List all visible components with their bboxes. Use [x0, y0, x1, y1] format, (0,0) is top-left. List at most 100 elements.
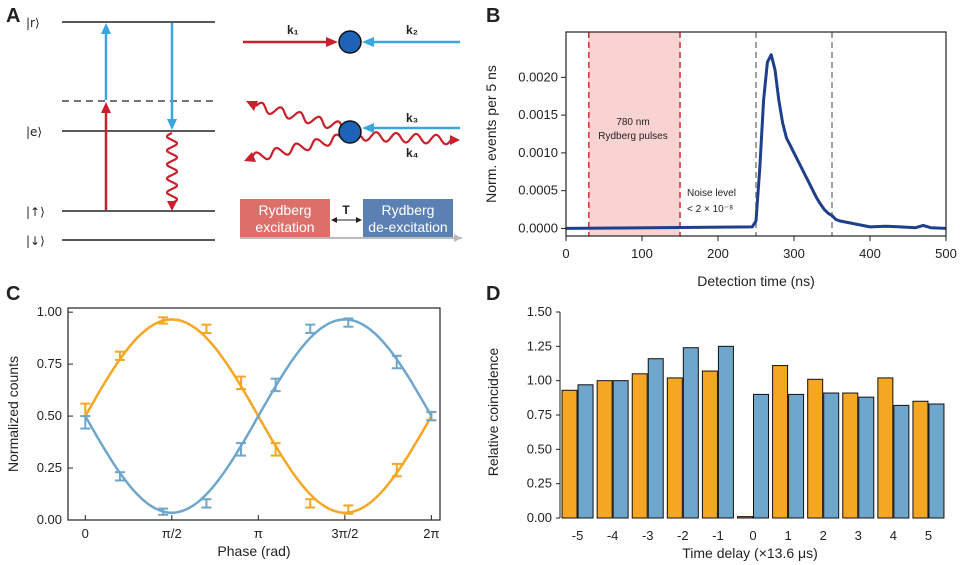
k4-wavy [360, 131, 452, 146]
orange-bar [912, 400, 929, 519]
panel-d-xtick-label: -2 [677, 528, 689, 543]
panel-b-xtick-label: 500 [935, 246, 957, 261]
panel-d-xtick-label: 2 [820, 528, 827, 543]
panel-d-xtick-label: -4 [607, 528, 619, 543]
panel-b-xlabel: Detection time (ns) [697, 273, 814, 289]
emission-wavy-upper [255, 101, 344, 129]
emission-wavy-lower [250, 133, 343, 161]
blue-bar [788, 393, 805, 519]
panel-c-ytick-label: 0.50 [37, 408, 62, 423]
blue-bar [647, 358, 664, 519]
panel-b-ytick-label: 0.0020 [518, 69, 558, 84]
delay-arrowhead-left [331, 217, 337, 223]
panel-b-xtick-label: 400 [859, 246, 881, 261]
panel-b-xtick-label: 200 [707, 246, 729, 261]
emitted-photon-wavy [166, 132, 178, 204]
orange-bar [561, 389, 578, 519]
panel-d: D 0.00 0.25 0.50 0.75 1.00 1.25 1.50 -5 -4 -3 -2 -1… [485, 283, 945, 561]
orange-bar [842, 392, 859, 519]
blue-bar [612, 380, 629, 519]
panel-a: A |r⟩ |e⟩ |↑⟩ |↓⟩ k₁ k₂ [6, 5, 462, 248]
k1-arrowhead [326, 37, 338, 47]
k3-label: k₃ [406, 111, 418, 125]
panel-c-xtick-label: 2π [423, 526, 439, 541]
panel-c-xtick-label: π [254, 526, 263, 541]
panel-d-ytick-label: 1.25 [527, 338, 552, 353]
k4-arrowhead [450, 135, 460, 145]
k2-label: k₂ [406, 23, 418, 37]
panel-c-ytick-label: 0.75 [37, 356, 62, 371]
panel-d-xtick-label: 0 [749, 528, 756, 543]
panel-d-ticks: 0.00 0.25 0.50 0.75 1.00 1.25 1.50 -5 -4 -3 -2 -1 0 1… [527, 304, 932, 543]
blue-bar [823, 392, 840, 519]
panel-d-xtick-label: -3 [642, 528, 654, 543]
orange-bar [877, 377, 894, 519]
state-label-up: |↑⟩ [26, 205, 45, 219]
state-label-r: |r⟩ [26, 16, 40, 30]
panel-b-xtick-label: 100 [631, 246, 653, 261]
panel-d-ytick-label: 0.75 [527, 407, 552, 422]
panel-d-bars [561, 345, 945, 519]
timeline-arrowhead [454, 234, 462, 242]
panel-d-label: D [486, 283, 500, 305]
panel-a-label: A [6, 5, 20, 27]
delay-arrowhead-right [356, 217, 362, 223]
rydberg-excitation-box [240, 199, 330, 237]
emission-upper-arrowhead [246, 101, 258, 111]
blue-fit-curve [84, 318, 433, 514]
panel-d-ytick-label: 0.50 [527, 441, 552, 456]
box-right-line1: Rydberg [382, 202, 435, 218]
panel-d-xtick-label: -1 [712, 528, 724, 543]
panel-d-xtick-label: 3 [855, 528, 862, 543]
panel-c-ytick-label: 1.00 [37, 304, 62, 319]
panel-c-xtick-label: 0 [82, 526, 89, 541]
orange-bar [631, 373, 648, 519]
orange-bar [666, 377, 683, 519]
panel-b-frame [565, 31, 947, 237]
k4-label: k₄ [406, 146, 419, 160]
panel-b-ticks: 0 100 200 300 400 500 0.0000 0.0005 0.0010 0.0015… [518, 69, 957, 261]
noise-text-line2: < 2 × 10⁻⁸ [687, 204, 733, 215]
atom-top [338, 30, 362, 54]
panel-b-xtick-label: 0 [562, 246, 569, 261]
pulse-window [588, 32, 680, 236]
excitation-arrowhead-red [101, 102, 111, 113]
orange-bar [807, 378, 824, 519]
emitted-photon-arrowhead [167, 201, 177, 211]
photon-time-trace [565, 53, 947, 230]
panel-b-ylabel: Norm. events per 5 ns [483, 65, 499, 203]
panel-b-ytick-label: 0.0005 [518, 183, 558, 198]
orange-bar [737, 516, 753, 519]
k1-label: k₁ [287, 23, 299, 37]
atom-bottom [338, 120, 362, 144]
blue-bar [928, 403, 945, 519]
panel-b-ytick-label: 0.0000 [518, 220, 558, 235]
panel-d-ylabel: Relative coincidence [485, 348, 501, 477]
panel-d-xtick-label: 4 [890, 528, 897, 543]
panel-d-ytick-label: 1.00 [527, 373, 552, 388]
blue-bar [858, 396, 875, 519]
orange-bar [701, 370, 718, 519]
panel-c-label: C [6, 283, 20, 305]
panel-c-data-points [80, 316, 437, 516]
panel-c-frame [67, 307, 441, 521]
panel-d-ytick-label: 1.50 [527, 304, 552, 319]
blue-bar [577, 384, 594, 519]
k2-arrowhead [362, 37, 374, 47]
panel-b-ytick-label: 0.0010 [518, 145, 558, 160]
panel-d-xlabel: Time delay (×13.6 μs) [682, 545, 818, 561]
panel-b-ytick-label: 0.0015 [518, 107, 558, 122]
panel-c-ytick-label: 0.00 [37, 512, 62, 527]
panel-c-xlabel: Phase (rad) [217, 543, 290, 559]
panel-c-ytick-label: 0.25 [37, 460, 62, 475]
noise-text-line1: Noise level [687, 188, 736, 199]
orange-bar [772, 365, 789, 519]
box-right-line2: de-excitation [368, 219, 447, 235]
panel-b: B 0 100 200 300 400 500 0.0000 0.0005 0.0010 0.00… [483, 5, 957, 289]
k3-arrowhead [362, 123, 374, 133]
panel-d-xtick-label: 5 [925, 528, 932, 543]
state-label-down: |↓⟩ [26, 234, 45, 248]
panel-c-ticks: 0 π/2 π 3π/2 2π 0.00 0.25 0.50 0.75 1.00 [37, 304, 440, 541]
panel-d-ytick-label: 0.25 [527, 476, 552, 491]
